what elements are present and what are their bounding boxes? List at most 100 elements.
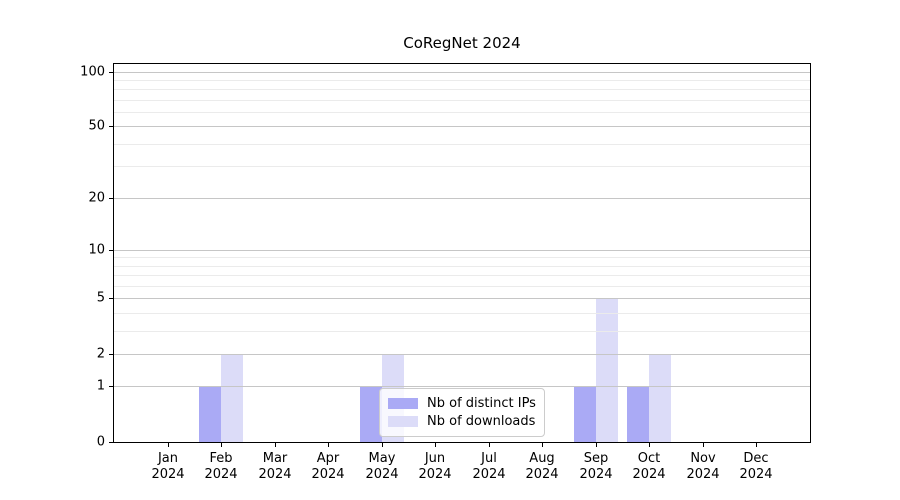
- x-tick-mark: [275, 443, 276, 447]
- x-tick-year: 2024: [739, 467, 773, 482]
- legend-label: Nb of distinct IPs: [427, 396, 536, 412]
- x-tick-month: Nov: [690, 451, 716, 466]
- x-tick-month: Feb: [209, 451, 233, 466]
- x-tick-label: Oct 2024: [632, 451, 665, 483]
- major-gridline: [114, 250, 810, 251]
- x-tick-year: 2024: [579, 467, 613, 482]
- x-tick-mark: [649, 443, 650, 447]
- minor-gridline: [114, 80, 810, 81]
- y-tick-mark: [109, 72, 113, 73]
- x-tick-year: 2024: [472, 467, 506, 482]
- y-tick-label: 50: [88, 118, 105, 134]
- bar-distinct-ips: [199, 386, 222, 442]
- x-tick-label: Feb 2024: [204, 451, 237, 483]
- x-tick-month: Oct: [637, 451, 661, 466]
- chart-title: CoRegNet 2024: [403, 34, 521, 52]
- x-tick-label: Jan 2024: [151, 451, 184, 483]
- major-gridline: [114, 198, 810, 199]
- x-tick-mark: [489, 443, 490, 447]
- x-tick-label: Mar 2024: [258, 451, 291, 483]
- x-tick-mark: [756, 443, 757, 447]
- x-tick-mark: [435, 443, 436, 447]
- bar-downloads: [595, 298, 618, 442]
- x-tick-label: Sep 2024: [579, 451, 612, 483]
- minor-gridline: [114, 166, 810, 167]
- x-tick-mark: [542, 443, 543, 447]
- y-tick-mark: [109, 354, 113, 355]
- x-tick-year: 2024: [204, 467, 238, 482]
- major-gridline: [114, 126, 810, 127]
- x-tick-month: Sep: [583, 451, 609, 466]
- minor-gridline: [114, 275, 810, 276]
- bar-downloads: [221, 353, 244, 442]
- legend-row: Nb of downloads: [388, 414, 536, 429]
- major-gridline: [114, 354, 810, 355]
- x-tick-month: May: [368, 451, 396, 466]
- y-tick-label: 20: [88, 190, 105, 206]
- minor-gridline: [114, 257, 810, 258]
- minor-gridline: [114, 331, 810, 332]
- minor-gridline: [114, 266, 810, 267]
- legend-row: Nb of distinct IPs: [388, 396, 536, 411]
- x-tick-month: Dec: [743, 451, 769, 466]
- x-tick-label: Nov 2024: [686, 451, 719, 483]
- y-tick-label: 100: [80, 64, 105, 80]
- minor-gridline: [114, 100, 810, 101]
- x-tick-month: Apr: [316, 451, 340, 466]
- major-gridline: [114, 72, 810, 73]
- x-tick-label: May 2024: [365, 451, 398, 483]
- plot-area: [113, 63, 811, 443]
- y-tick-label: 5: [96, 290, 105, 306]
- x-tick-mark: [596, 443, 597, 447]
- x-tick-month: Jul: [481, 451, 497, 466]
- x-tick-label: Dec 2024: [739, 451, 772, 483]
- x-tick-label: Jul 2024: [472, 451, 505, 483]
- x-tick-year: 2024: [686, 467, 720, 482]
- x-tick-year: 2024: [311, 467, 345, 482]
- bar-distinct-ips: [573, 386, 596, 442]
- y-tick-label: 2: [96, 346, 105, 362]
- minor-gridline: [114, 112, 810, 113]
- major-gridline: [114, 298, 810, 299]
- y-tick-mark: [109, 298, 113, 299]
- minor-gridline: [114, 313, 810, 314]
- y-tick-mark: [109, 198, 113, 199]
- x-tick-mark: [703, 443, 704, 447]
- y-tick-mark: [109, 386, 113, 387]
- x-tick-mark: [328, 443, 329, 447]
- y-tick-mark: [109, 126, 113, 127]
- x-tick-year: 2024: [258, 467, 292, 482]
- bar-downloads: [649, 353, 672, 442]
- legend-swatch-distinct-ips: [388, 398, 418, 410]
- x-tick-label: Jun 2024: [418, 451, 451, 483]
- x-tick-mark: [221, 443, 222, 447]
- x-tick-year: 2024: [365, 467, 399, 482]
- x-tick-month: Aug: [529, 451, 555, 466]
- x-tick-year: 2024: [151, 467, 185, 482]
- x-tick-year: 2024: [525, 467, 559, 482]
- grid-layer: [114, 64, 810, 442]
- legend: Nb of distinct IPs Nb of downloads: [379, 388, 545, 437]
- y-tick-label: 0: [96, 434, 105, 450]
- x-tick-mark: [168, 443, 169, 447]
- bar-distinct-ips: [627, 386, 650, 442]
- x-tick-label: Aug 2024: [525, 451, 558, 483]
- minor-gridline: [114, 89, 810, 90]
- y-tick-mark: [109, 250, 113, 251]
- x-tick-mark: [382, 443, 383, 447]
- x-tick-month: Jun: [424, 451, 446, 466]
- x-tick-year: 2024: [632, 467, 666, 482]
- legend-label: Nb of downloads: [427, 413, 536, 429]
- bar-distinct-ips: [359, 386, 382, 442]
- minor-gridline: [114, 144, 810, 145]
- x-tick-month: Jan: [157, 451, 179, 466]
- x-tick-year: 2024: [418, 467, 452, 482]
- y-tick-mark: [109, 442, 113, 443]
- major-gridline: [114, 386, 810, 387]
- x-tick-label: Apr 2024: [311, 451, 344, 483]
- y-tick-label: 1: [96, 378, 105, 394]
- minor-gridline: [114, 286, 810, 287]
- x-tick-month: Mar: [262, 451, 288, 466]
- legend-swatch-downloads: [388, 415, 418, 427]
